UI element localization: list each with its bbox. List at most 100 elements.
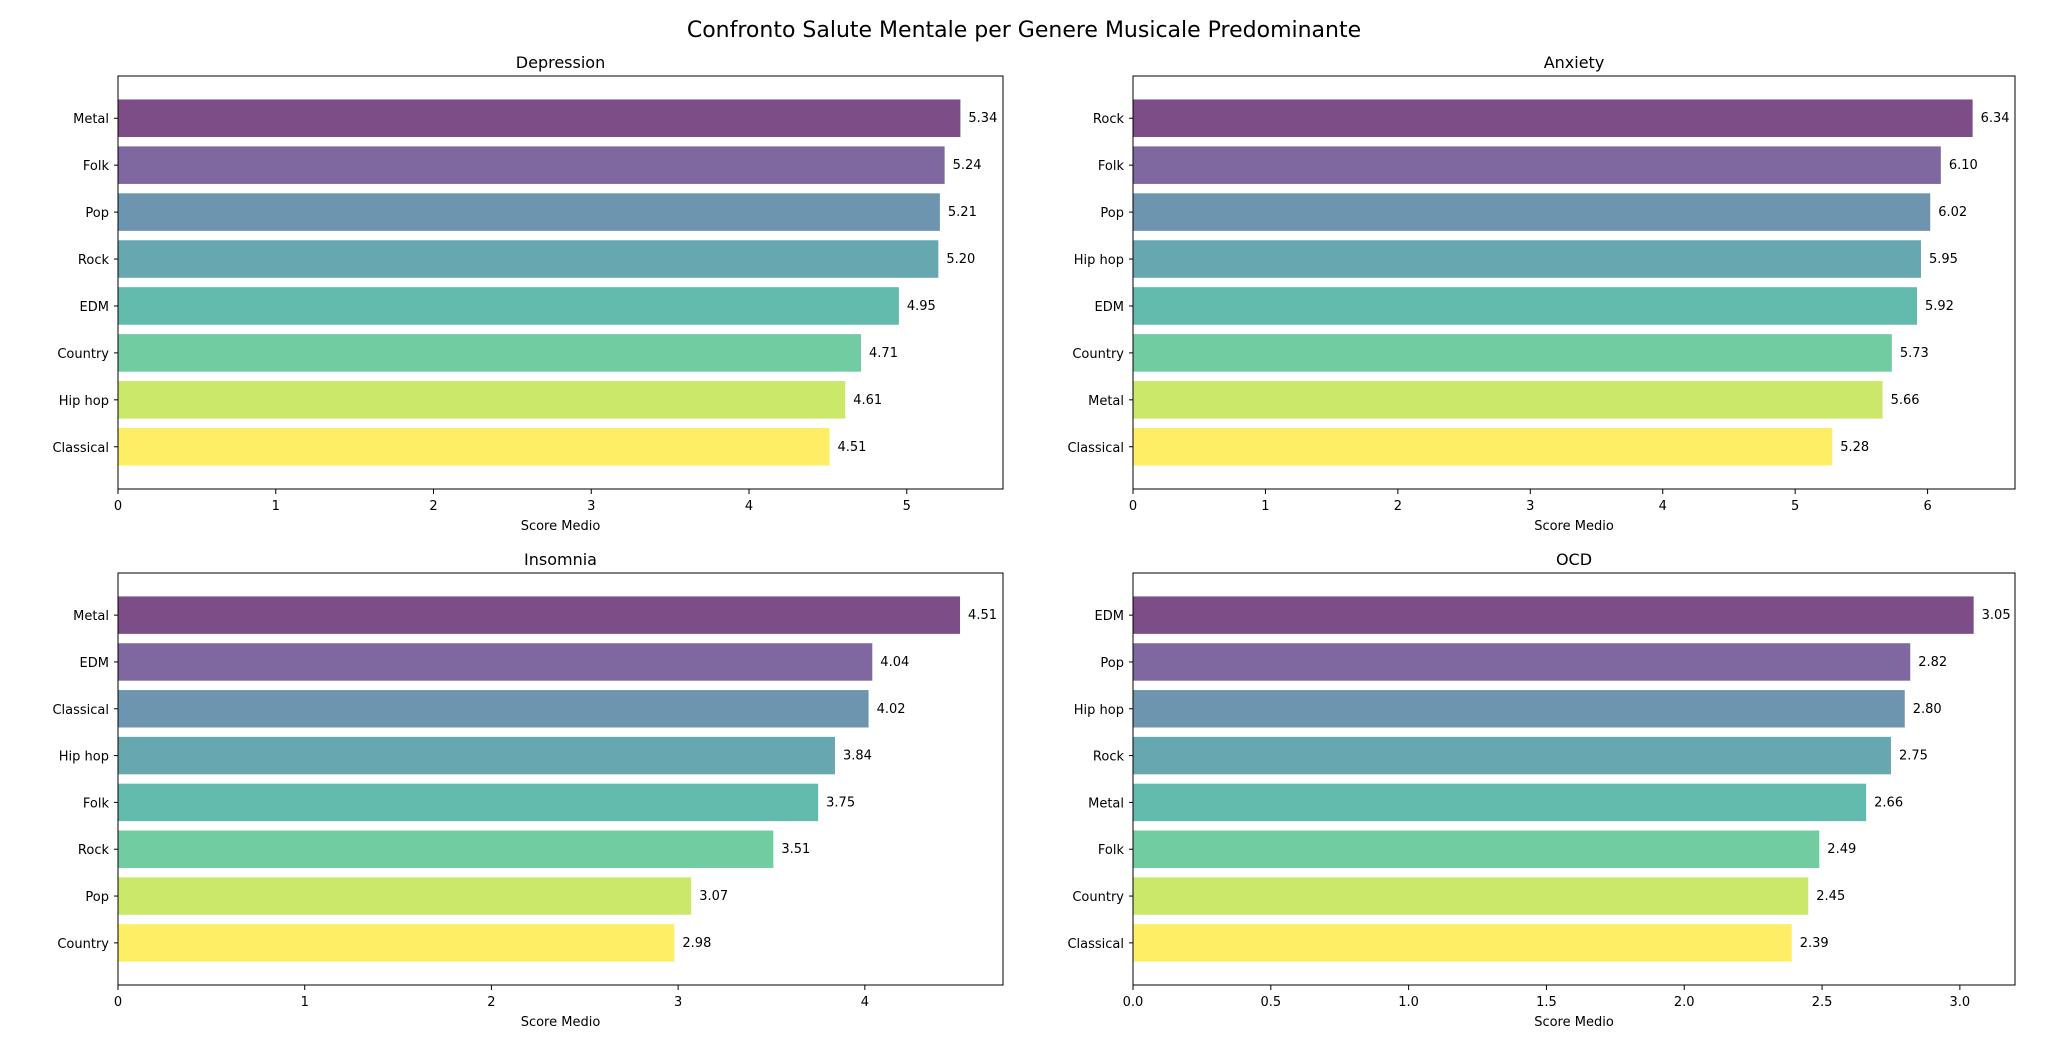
y-tick-label: Metal (1088, 796, 1124, 811)
data-label: 4.02 (877, 702, 906, 717)
y-tick-label: Rock (78, 253, 110, 268)
x-tick-label: 6 (1923, 499, 1931, 514)
data-label: 6.02 (1938, 205, 1967, 220)
axes-frame (117, 572, 1004, 986)
data-label: 6.10 (1949, 158, 1978, 173)
x-tick-label: 2.5 (1812, 995, 1833, 1010)
data-label: 5.28 (1840, 440, 1869, 455)
bar-hip-hop (1133, 240, 1921, 278)
data-label: 5.66 (1891, 393, 1920, 408)
bar-classical (1133, 427, 1833, 466)
x-axis-label: Score Medio (521, 519, 601, 534)
x-axis-label: Score Medio (1534, 519, 1614, 534)
x-tick-label: 3 (587, 499, 595, 514)
x-tick-label: 2 (487, 995, 495, 1010)
bar-pop (118, 877, 692, 915)
y-tick-label: Country (1072, 347, 1124, 362)
x-tick-label: 1.0 (1398, 995, 1419, 1010)
x-tick-label: 3 (1526, 499, 1534, 514)
y-tick-label: Folk (1098, 159, 1125, 174)
y-tick-label: EDM (80, 300, 109, 315)
axes-frame (1132, 572, 2016, 986)
y-tick-label: Metal (1088, 394, 1124, 409)
y-tick-label: Classical (52, 703, 109, 718)
y-tick-label: Hip hop (1074, 703, 1124, 718)
y-tick-label: EDM (80, 656, 109, 671)
data-label: 4.51 (837, 440, 866, 455)
x-tick-label: 5 (903, 499, 911, 514)
bar-country (1133, 334, 1892, 372)
x-tick-label: 2.0 (1674, 995, 1695, 1010)
y-tick-label: Pop (85, 206, 109, 221)
y-tick-label: Pop (1100, 206, 1124, 221)
x-tick-label: 1.5 (1536, 995, 1557, 1010)
data-label: 5.73 (1900, 346, 1929, 361)
data-label: 2.80 (1913, 702, 1942, 717)
x-tick-label: 0 (114, 499, 122, 514)
data-label: 4.71 (869, 346, 898, 361)
x-tick-label: 4 (745, 499, 753, 514)
y-tick-label: Hip hop (1074, 253, 1124, 268)
panels-container: 5.34 5.24 5.21 5.20 4.95 4.71 4.61 4.51 Metal Fol… (52, 53, 2016, 1030)
x-tick-label: 5 (1791, 499, 1799, 514)
data-label: 5.21 (948, 205, 977, 220)
x-axis-label: Score Medio (1534, 1015, 1614, 1030)
bar-metal (118, 596, 961, 634)
y-tick-label: Country (57, 937, 109, 952)
y-tick-label: Country (1072, 890, 1124, 905)
x-tick-label: 2 (429, 499, 437, 514)
panel-anxiety: 6.34 6.10 6.02 5.95 5.92 5.73 5.66 5.28 Rock Folk… (1067, 53, 2016, 534)
x-tick-label: 1 (272, 499, 280, 514)
bar-country (118, 334, 862, 372)
x-tick-label: 2 (1394, 499, 1402, 514)
bar-edm (118, 643, 873, 681)
data-label: 5.34 (968, 111, 997, 126)
y-tick-label: Pop (1100, 656, 1124, 671)
y-tick-label: Rock (78, 843, 110, 858)
x-tick-label: 3 (674, 995, 682, 1010)
data-label: 4.61 (853, 393, 882, 408)
y-tick-label: EDM (1095, 609, 1124, 624)
bar-classical (1133, 924, 1792, 962)
bar-hip-hop (1133, 690, 1905, 728)
panel-title: Depression (516, 53, 605, 72)
panel-title: Anxiety (1544, 53, 1605, 72)
data-label: 2.45 (1816, 889, 1845, 904)
data-label: 3.75 (826, 795, 855, 810)
data-label: 3.07 (699, 889, 728, 904)
data-label: 2.66 (1874, 795, 1903, 810)
y-tick-label: Metal (73, 112, 109, 127)
y-tick-label: Folk (83, 159, 110, 174)
bar-country (118, 924, 675, 962)
bar-edm (118, 287, 899, 325)
bar-folk (118, 783, 819, 822)
data-label: 5.20 (946, 252, 975, 267)
bar-rock (1133, 99, 1973, 138)
data-label: 4.51 (968, 608, 997, 623)
bar-classical (118, 427, 830, 466)
y-tick-label: Hip hop (59, 394, 109, 409)
panel-title: Insomnia (524, 550, 597, 569)
bar-rock (1133, 736, 1891, 775)
y-tick-label: Rock (1093, 112, 1125, 127)
bar-folk (1133, 830, 1820, 868)
axes-frame (1132, 75, 2016, 490)
x-tick-label: 0.0 (1123, 995, 1144, 1010)
data-label: 6.34 (1981, 111, 2010, 126)
data-label: 3.05 (1982, 608, 2011, 623)
y-tick-label: Classical (52, 441, 109, 456)
x-tick-label: 4 (1659, 499, 1667, 514)
y-tick-label: Folk (83, 796, 110, 811)
bar-rock (118, 240, 939, 278)
data-label: 4.04 (880, 655, 909, 670)
x-tick-label: 3.0 (1950, 995, 1971, 1010)
axes-frame (117, 75, 1004, 490)
panel-depression: 5.34 5.24 5.21 5.20 4.95 4.71 4.61 4.51 Metal Fol… (52, 53, 1004, 534)
bar-metal (1133, 783, 1867, 822)
panel-ocd: 3.05 2.82 2.80 2.75 2.66 2.49 2.45 2.39 EDM Pop Hi… (1067, 550, 2016, 1030)
bar-edm (1133, 596, 1974, 634)
panel-title: OCD (1556, 550, 1592, 569)
data-label: 2.75 (1899, 749, 1928, 764)
bar-hip-hop (118, 381, 846, 419)
x-tick-label: 0 (1129, 499, 1137, 514)
